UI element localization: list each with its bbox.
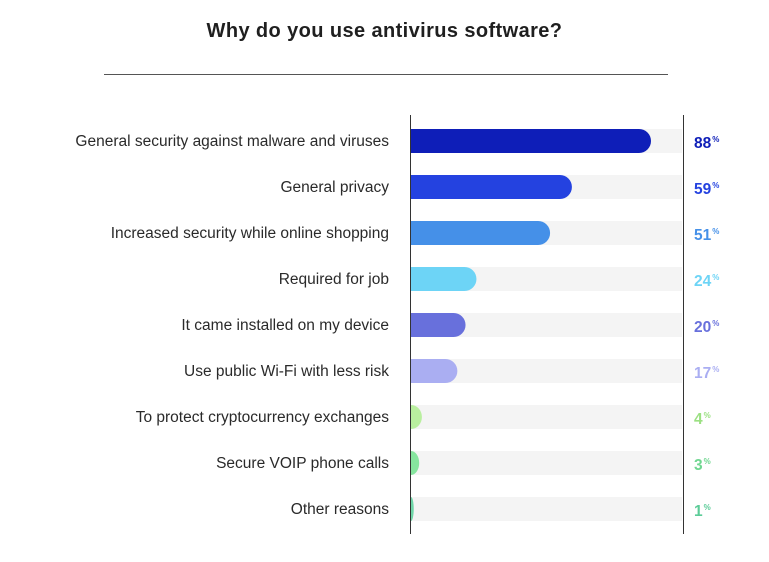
data-label: 88% bbox=[694, 135, 719, 152]
bar bbox=[411, 405, 422, 429]
bar bbox=[411, 221, 551, 245]
category-label: Other reasons bbox=[291, 501, 389, 518]
category-label: It came installed on my device bbox=[181, 317, 389, 334]
data-label: 51% bbox=[694, 227, 719, 244]
bar bbox=[411, 267, 477, 291]
chart-title: Why do you use antivirus software? bbox=[206, 20, 563, 42]
category-label: Use public Wi-Fi with less risk bbox=[184, 363, 389, 380]
bar-track bbox=[411, 451, 682, 475]
category-label: Required for job bbox=[279, 271, 389, 288]
bar bbox=[411, 359, 458, 383]
bar bbox=[411, 497, 414, 521]
bar bbox=[411, 129, 651, 153]
data-label: 4% bbox=[694, 411, 711, 428]
bar bbox=[411, 175, 572, 199]
category-label: Increased security while online shopping bbox=[111, 225, 389, 242]
bar bbox=[411, 313, 466, 337]
data-label: 3% bbox=[694, 457, 711, 474]
data-label: 1% bbox=[694, 503, 711, 520]
data-label: 17% bbox=[694, 365, 719, 382]
bar bbox=[411, 451, 420, 475]
bar-track bbox=[411, 497, 682, 521]
data-label: 59% bbox=[694, 181, 719, 198]
data-label: 24% bbox=[694, 273, 719, 290]
bar-track bbox=[411, 405, 682, 429]
category-label: To protect cryptocurrency exchanges bbox=[136, 409, 390, 426]
data-label: 20% bbox=[694, 319, 719, 336]
category-label: Secure VOIP phone calls bbox=[216, 455, 389, 472]
title-divider bbox=[104, 74, 668, 75]
category-label: General privacy bbox=[280, 179, 389, 196]
category-label: General security against malware and vir… bbox=[75, 133, 389, 150]
